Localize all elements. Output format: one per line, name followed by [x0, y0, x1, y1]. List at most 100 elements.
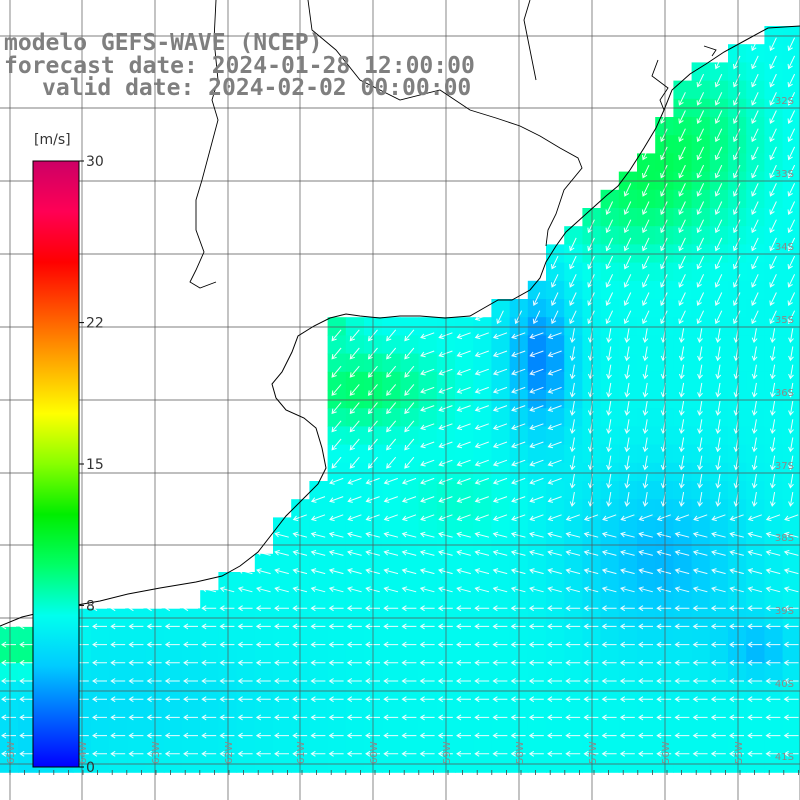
wind-speed-cell: [200, 735, 219, 755]
wind-speed-cell: [637, 590, 656, 609]
wind-speed-cell: [673, 462, 693, 482]
wind-arrow: [349, 347, 360, 360]
wind-speed-cell: [618, 663, 638, 682]
wind-arrow: [310, 531, 326, 538]
wind-speed-cell: [345, 663, 365, 682]
wind-speed-cell: [309, 517, 329, 537]
wind-speed-cell: [655, 754, 674, 773]
wind-speed-cell: [327, 699, 347, 719]
wind-speed-cell: [691, 699, 711, 719]
wind-arrow: [420, 386, 435, 394]
latitude-label: 37S: [775, 461, 794, 472]
wind-arrow: [201, 696, 217, 703]
wind-speed-cell: [455, 735, 474, 755]
wind-arrow: [711, 514, 726, 522]
wind-arrow: [92, 678, 107, 684]
title-model: modelo GEFS-WAVE (NCEP): [4, 30, 323, 56]
wind-speed-cell: [655, 681, 674, 700]
colorbar-tick-label: 8: [86, 598, 95, 614]
wind-arrow: [783, 549, 799, 556]
wind-arrow: [565, 568, 581, 575]
wind-arrow: [328, 531, 344, 538]
wind-speed-cell: [527, 572, 547, 591]
wind-arrow: [678, 310, 686, 325]
wind-speed-cell: [254, 681, 274, 700]
wind-arrow: [19, 623, 35, 630]
wind-speed-cell: [400, 590, 420, 609]
wind-arrow: [456, 514, 471, 522]
wind-speed-cell: [728, 735, 747, 755]
wind-speed-cell: [273, 735, 292, 755]
wind-speed-cell: [491, 663, 511, 682]
wind-speed-cell: [491, 408, 511, 427]
wind-arrow: [747, 531, 763, 538]
wind-speed-cell: [109, 699, 128, 719]
wind-arrow: [693, 514, 708, 522]
wind-arrow: [456, 531, 471, 538]
wind-arrow: [347, 531, 362, 538]
wind-arrow: [569, 292, 577, 306]
wind-arrow: [347, 477, 362, 485]
wind-arrow: [219, 750, 235, 757]
wind-arrow: [606, 473, 612, 489]
wind-arrow: [642, 164, 650, 179]
wind-arrow: [765, 531, 781, 538]
wind-speed-cell: [455, 335, 474, 355]
wind-speed-cell: [382, 590, 401, 609]
wind-arrow: [696, 274, 705, 288]
wind-speed-cell: [782, 117, 800, 136]
wind-arrow: [769, 128, 777, 143]
wind-speed-cell: [691, 390, 711, 409]
wind-speed-cell: [273, 517, 292, 537]
wind-arrow: [146, 678, 162, 684]
wind-speed-cell: [746, 353, 765, 373]
wind-speed-cell: [782, 408, 800, 427]
latitude-label: 35S: [775, 315, 794, 326]
wind-arrow: [19, 750, 35, 757]
wind-arrow: [674, 568, 690, 575]
wind-arrow: [624, 382, 631, 398]
wind-speed-cell: [728, 444, 747, 464]
wind-arrow: [787, 128, 796, 143]
border-path: [651, 59, 669, 111]
wind-arrow: [164, 659, 180, 666]
wind-arrow: [620, 586, 635, 593]
wind-speed-cell: [527, 408, 547, 427]
wind-arrow: [532, 310, 541, 325]
wind-speed-cell: [709, 135, 729, 154]
coastline-path: [0, 25, 800, 627]
wind-arrow: [237, 568, 253, 575]
wind-speed-cell: [473, 317, 492, 336]
wind-arrow: [715, 473, 722, 489]
wind-arrow: [656, 659, 672, 666]
wind-speed-cell: [618, 444, 638, 464]
wind-speed-cell: [455, 481, 474, 500]
wind-arrow: [510, 659, 526, 666]
wind-speed-cell: [18, 717, 37, 737]
wind-speed-cell: [364, 408, 383, 427]
wind-speed-cell: [455, 644, 474, 664]
wind-arrow: [492, 696, 508, 703]
wind-speed-cell: [673, 226, 693, 245]
wind-speed-cell: [236, 663, 256, 682]
wind-speed-cell: [709, 754, 729, 773]
wind-arrow: [237, 732, 253, 739]
wind-arrow: [715, 455, 722, 471]
wind-speed-cell: [18, 681, 37, 700]
wind-arrow: [660, 201, 668, 215]
wind-speed-cell: [327, 626, 347, 646]
wind-arrow: [660, 164, 668, 179]
wind-speed-cell: [655, 499, 674, 518]
wind-arrow: [569, 401, 576, 416]
wind-arrow: [329, 496, 344, 503]
wind-speed-cell: [345, 444, 365, 464]
wind-arrow: [386, 456, 397, 469]
wind-speed-cell: [728, 153, 747, 173]
wind-speed-cell: [418, 517, 438, 537]
wind-arrow: [492, 496, 508, 503]
wind-arrow: [547, 641, 562, 648]
wind-arrow: [310, 659, 326, 666]
wind-speed-cell: [455, 754, 474, 773]
wind-arrow: [788, 328, 794, 344]
wind-arrow: [492, 641, 508, 648]
